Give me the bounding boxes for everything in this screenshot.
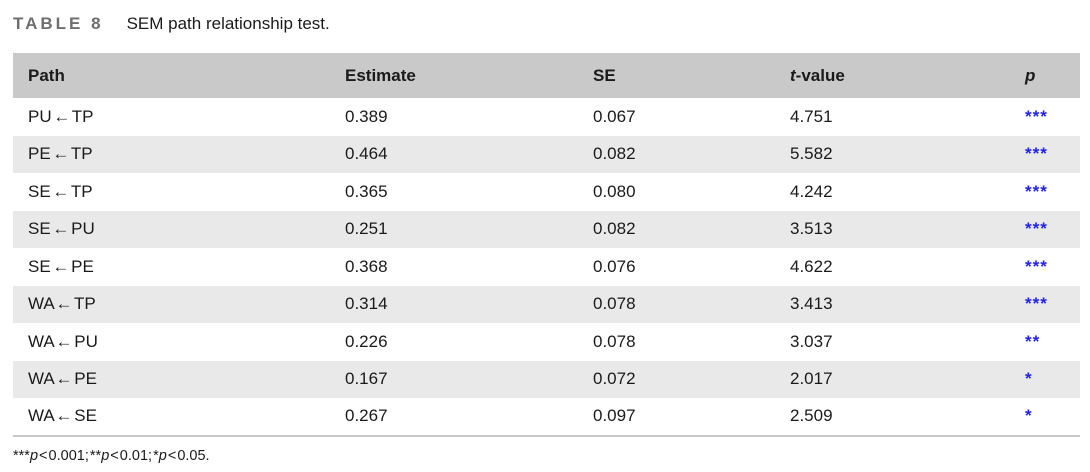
estimate-cell: 0.365	[345, 181, 388, 201]
col-header-p: p	[1025, 53, 1080, 98]
path-cell: WA ← SE	[28, 406, 97, 426]
table-row: PE ← TP 0.464 0.082 5.582 ***	[13, 135, 1080, 173]
page-title: SEM path relationship test.	[126, 14, 330, 33]
header-row: Path Estimate SE t-value p	[13, 53, 1080, 98]
t-value-italic-t: t	[790, 65, 796, 85]
p-italic: p	[101, 447, 110, 464]
t-value-cell: 3.037	[790, 331, 833, 351]
table-row: WA ← SE 0.267 0.097 2.509 *	[13, 398, 1080, 436]
table-row: WA ← PE 0.167 0.072 2.017 *	[13, 360, 1080, 398]
t-value-cell: 2.017	[790, 369, 833, 389]
table-row: PU ← TP 0.389 0.067 4.751 ***	[13, 98, 1080, 136]
significance-cell: ***	[1025, 144, 1048, 164]
estimate-cell: 0.464	[345, 144, 388, 164]
path-cell: WA ← PU	[28, 331, 98, 351]
path-cell: WA ← TP	[28, 294, 96, 314]
path-cell: PE ← TP	[28, 144, 93, 164]
t-value-cell: 3.413	[790, 294, 833, 314]
path-cell: SE ← PE	[28, 256, 94, 276]
p-italic: p	[158, 447, 167, 464]
t-value-cell: 5.582	[790, 144, 833, 164]
path-cell: PU ← TP	[28, 106, 94, 126]
se-cell: 0.078	[593, 331, 636, 351]
significance-cell: ***	[1025, 294, 1048, 314]
table-caption: TABLE 8 SEM path relationship test.	[13, 13, 1090, 53]
path-cell: SE ← TP	[28, 181, 93, 201]
t-value-cell: 2.509	[790, 406, 833, 426]
sig-3-stars: ***	[13, 447, 30, 464]
se-cell: 0.078	[593, 294, 636, 314]
table-row: SE ← TP 0.365 0.080 4.242 ***	[13, 173, 1080, 211]
significance-cell: ***	[1025, 256, 1048, 276]
sig-2-stars: **	[89, 447, 102, 464]
t-value-cell: 4.242	[790, 181, 833, 201]
sig-1-star: *	[153, 447, 159, 464]
estimate-cell: 0.251	[345, 219, 388, 239]
table-row: SE ← PE 0.368 0.076 4.622 ***	[13, 248, 1080, 286]
t-value-cell: 4.622	[790, 256, 833, 276]
estimate-cell: 0.267	[345, 406, 388, 426]
estimate-cell: 0.226	[345, 331, 388, 351]
col-header-se: SE	[593, 53, 790, 98]
se-cell: 0.082	[593, 144, 636, 164]
significance-cell: *	[1025, 406, 1033, 426]
table-row: WA ← PU 0.226 0.078 3.037 **	[13, 323, 1080, 361]
estimate-cell: 0.368	[345, 256, 388, 276]
se-cell: 0.067	[593, 106, 636, 126]
significance-cell: ***	[1025, 181, 1048, 201]
significance-cell: ***	[1025, 219, 1048, 239]
table-row: WA ← TP 0.314 0.078 3.413 ***	[13, 285, 1080, 323]
col-header-path: Path	[13, 53, 345, 98]
path-cell: SE ← PU	[28, 219, 95, 239]
t-value-cell: 4.751	[790, 106, 833, 126]
col-header-t-value: t-value	[790, 53, 1025, 98]
sig-1-condition: < 0.05.	[166, 447, 210, 464]
t-value-cell: 3.513	[790, 219, 833, 239]
se-cell: 0.076	[593, 256, 636, 276]
p-italic: p	[29, 447, 39, 464]
table-number: TABLE 8	[13, 14, 104, 33]
sig-3-condition: < 0.001;	[38, 447, 90, 464]
significance-cell: ***	[1025, 106, 1048, 126]
path-cell: WA ← PE	[28, 369, 97, 389]
se-cell: 0.072	[593, 369, 636, 389]
se-cell: 0.082	[593, 219, 636, 239]
table-row: SE ← PU 0.251 0.082 3.513 ***	[13, 210, 1080, 248]
sem-path-table: Path Estimate SE t-value p PU ← TP 0.389…	[13, 53, 1080, 437]
estimate-cell: 0.314	[345, 294, 388, 314]
t-value-rest: -value	[795, 65, 845, 85]
significance-footnote: ***p < 0.001; **p < 0.01; *p < 0.05.	[13, 448, 1090, 464]
sig-2-condition: < 0.01;	[109, 447, 154, 464]
significance-cell: **	[1025, 331, 1041, 351]
estimate-cell: 0.167	[345, 369, 388, 389]
significance-cell: *	[1025, 369, 1033, 389]
se-cell: 0.080	[593, 181, 636, 201]
p-italic: p	[1025, 65, 1036, 85]
estimate-cell: 0.389	[345, 106, 388, 126]
col-header-estimate: Estimate	[345, 53, 593, 98]
se-cell: 0.097	[593, 406, 636, 426]
